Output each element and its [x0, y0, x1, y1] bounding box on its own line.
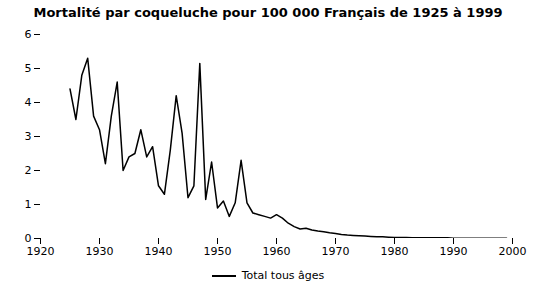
svg-text:1940: 1940: [145, 245, 173, 258]
svg-text:4: 4: [25, 96, 32, 109]
svg-text:1930: 1930: [86, 245, 114, 258]
svg-text:2: 2: [25, 164, 32, 177]
svg-text:3: 3: [25, 130, 32, 143]
svg-text:1950: 1950: [204, 245, 232, 258]
svg-text:1: 1: [25, 198, 32, 211]
svg-text:1980: 1980: [381, 245, 409, 258]
html-text:Mortalité par coqueluche pour: Mortalité par coqueluche pour 100 000 Fr…: [33, 5, 503, 20]
svg-text:5: 5: [25, 62, 32, 75]
svg-text:1960: 1960: [263, 245, 291, 258]
html-text:Total tous âges: Total tous âges: [241, 269, 325, 282]
svg-text:1920: 1920: [27, 245, 55, 258]
svg-text:1990: 1990: [440, 245, 468, 258]
svg-text:6: 6: [25, 28, 32, 41]
svg-text:2000: 2000: [499, 245, 527, 258]
svg-text:0: 0: [25, 232, 32, 245]
svg-text:1970: 1970: [322, 245, 350, 258]
